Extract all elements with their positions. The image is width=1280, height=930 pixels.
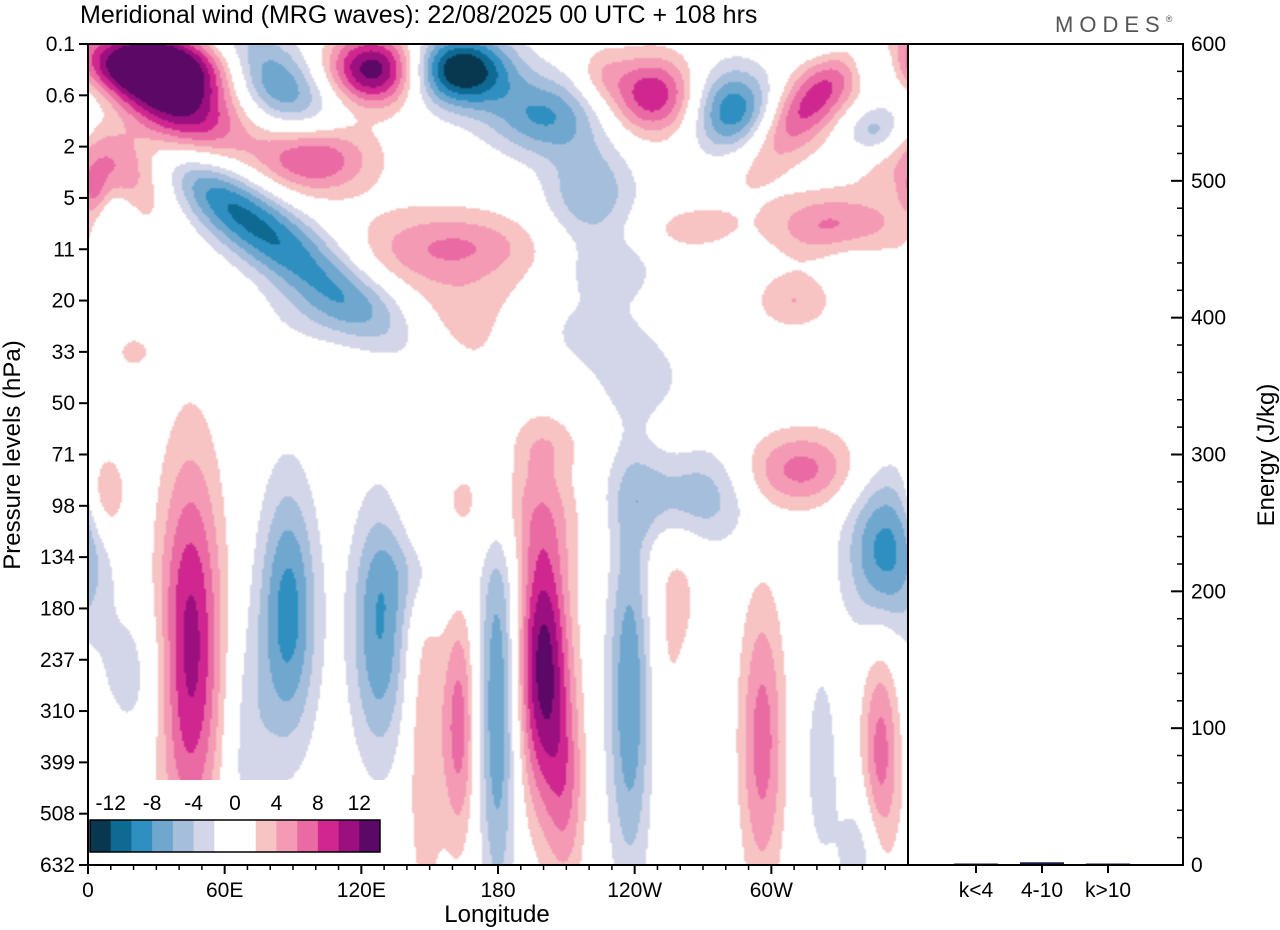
x-tick-label: 180 [480,879,515,902]
y-tick-label: 399 [40,751,75,774]
energy-category-label: k>10 [1085,879,1131,902]
brand-logo: MODES® [1055,12,1173,37]
colorbar-tick-label: 0 [229,792,241,815]
y-tick-label: 2 [63,136,75,159]
colorbar-swatch [317,820,340,852]
colorbar-swatch [110,820,132,852]
colorbar-swatch [172,820,195,852]
energy-tick-label: 600 [1191,33,1226,56]
energy-tick-label: 0 [1191,854,1203,877]
energy-tick-label: 100 [1191,717,1226,740]
y-tick-label: 0.1 [46,33,75,56]
energy-bar [1020,862,1064,865]
energy-axis-label: Energy (J/kg) [1253,384,1280,527]
y-tick-label: 5 [63,187,75,210]
chart-title: Meridional wind (MRG waves): 22/08/2025 … [80,1,757,29]
colorbar-swatch [297,820,319,852]
colorbar-swatch [193,820,215,852]
x-tick-label: 120E [337,879,386,902]
brand-name: MODES [1055,12,1166,37]
y-tick-label: 310 [40,700,75,723]
colorbar-swatch [214,820,236,852]
colorbar-frame [89,819,381,853]
energy-tick-label: 500 [1191,170,1226,193]
colorbar-swatch [235,820,257,852]
y-axis: 0.1 0.6 2 5 11 20 33 50 71 98 134 180 237 310 399 508 63… [40,33,88,877]
brand-mark: ® [1166,14,1173,24]
colorbar-swatch [338,820,360,852]
y-tick-label: 33 [52,341,75,364]
colorbar-tick-label: 8 [312,792,324,815]
x-tick-label: 60W [750,879,793,902]
y-tick-label: 180 [40,597,75,620]
y-tick-label: 237 [40,649,75,672]
x-axis-label: Longitude [444,901,549,928]
y-axis-label: Pressure levels (hPa) [0,340,26,569]
colorbar-tick-label: -12 [96,792,126,815]
colorbar: -12 -8 -4 0 4 8 12 [88,780,388,864]
y-tick-label: 71 [52,444,75,467]
colorbar-tick-label: 12 [348,792,371,815]
energy-tick-label: 200 [1191,580,1226,603]
y-tick-label: 508 [40,803,75,826]
y-tick-label: 134 [40,546,75,569]
energy-category-label: k<4 [959,879,994,902]
x-tick-label: 60E [206,879,243,902]
colorbar-swatch [152,820,174,852]
energy-axis: 0 100 200 300 400 500 600 k<4 4-10 k>10 [959,33,1226,902]
colorbar-swatch [359,820,381,852]
x-tick-label: 120W [607,879,662,902]
colorbar-swatch [276,820,298,852]
y-tick-label: 0.6 [46,84,75,107]
colorbar-tick-label: -4 [184,792,203,815]
colorbar-swatch [255,820,277,852]
energy-panel-background [908,44,1183,865]
colorbar-tick-label: -8 [143,792,162,815]
colorbar-swatch [131,820,153,852]
energy-tick-label: 400 [1191,307,1226,330]
heatmap-field [88,44,908,865]
y-tick-label: 11 [53,238,75,261]
y-tick-label: 50 [52,392,75,415]
colorbar-swatch [90,820,112,852]
energy-tick-label: 300 [1191,444,1226,467]
y-tick-label: 98 [52,495,75,518]
x-tick-label: 0 [82,879,94,902]
y-tick-label: 632 [40,854,75,877]
x-axis: 0 60E 120E 180 120W 60W [82,865,886,902]
y-tick-label: 20 [52,290,75,313]
colorbar-tick-label: 4 [271,792,283,815]
energy-category-label: 4-10 [1021,879,1063,902]
